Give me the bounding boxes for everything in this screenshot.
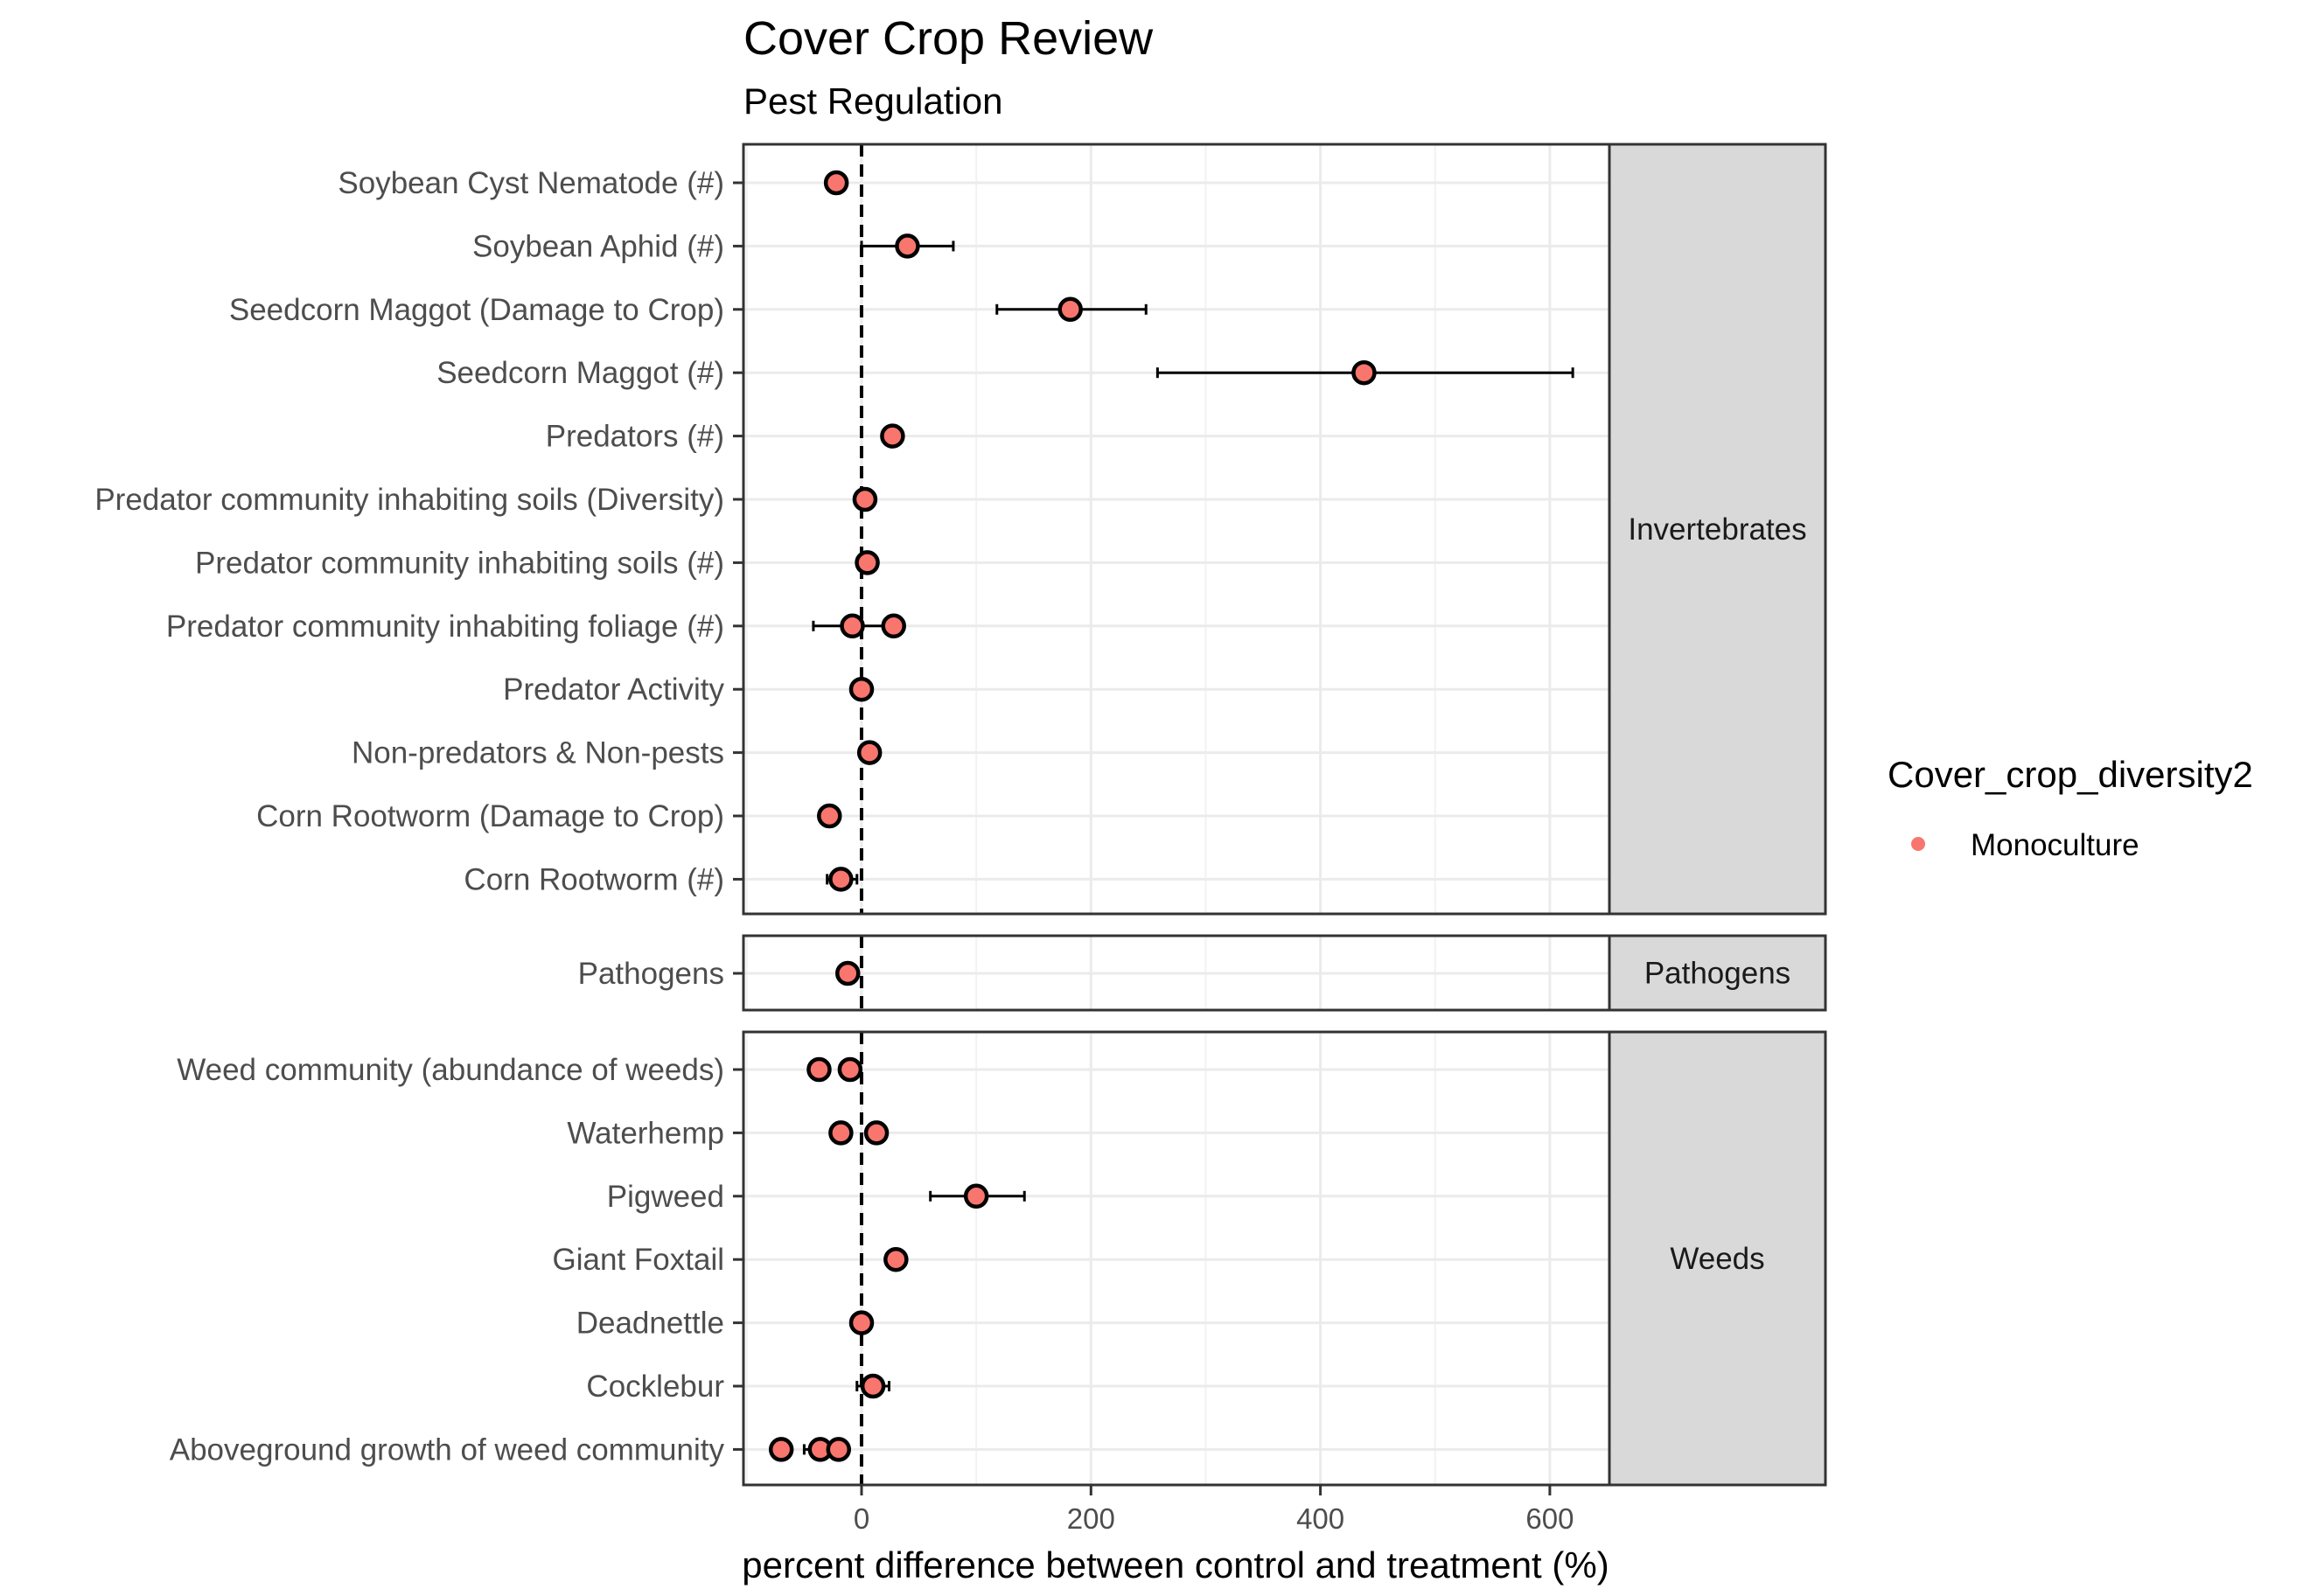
data-point xyxy=(835,960,861,986)
facet-strip xyxy=(1608,934,1827,1012)
data-point xyxy=(837,1056,863,1083)
y-tick-label: Cocklebur xyxy=(586,1369,724,1404)
data-point xyxy=(855,550,880,575)
y-tick-label: Predator community inhabiting soils (Div… xyxy=(94,483,724,517)
data-point xyxy=(806,1056,832,1083)
panels: Soybean Cyst Nematode (#) Soybean Aphid (… xyxy=(94,143,1827,1487)
y-tick-label: Predator community inhabiting soils (#) xyxy=(195,546,724,580)
x-tick-label: 200 xyxy=(1067,1502,1115,1535)
legend-key-monoculture xyxy=(1911,837,1925,851)
x-axis: 0 200 400 600 xyxy=(854,1485,1574,1535)
x-tick-label: 0 xyxy=(854,1502,869,1535)
data-point xyxy=(963,1183,989,1209)
y-tick-label: Predators (#) xyxy=(546,420,724,454)
data-point xyxy=(883,1246,909,1272)
y-tick-label: Corn Rootworm (Damage to Crop) xyxy=(256,799,724,833)
data-point xyxy=(848,676,875,702)
y-tick-label: Giant Foxtail xyxy=(553,1243,724,1277)
data-point xyxy=(856,740,883,765)
y-tick-label: Waterhemp xyxy=(567,1116,724,1150)
y-tick-label: Non-predators & Non-pests xyxy=(352,736,724,770)
data-point xyxy=(895,233,920,259)
panel-background xyxy=(743,144,1609,914)
y-tick-label: Pigweed xyxy=(607,1180,724,1214)
chart-title: Cover Crop Review xyxy=(743,12,1154,65)
data-point xyxy=(840,613,865,639)
facet-strip-label: Invertebrates xyxy=(1628,512,1806,547)
data-point xyxy=(828,1120,854,1146)
y-tick-label: Predator community inhabiting foliage (#… xyxy=(166,610,724,644)
panel-pathogens: Pathogens Pathogens xyxy=(578,934,1827,1012)
y-tick-label: Aboveground growth of weed community xyxy=(170,1432,725,1467)
panel-invertebrates: Soybean Cyst Nematode (#) Soybean Aphid (… xyxy=(94,143,1827,916)
facet-strip xyxy=(1608,1030,1827,1487)
data-point xyxy=(863,1120,890,1146)
y-tick-label: Seedcorn Maggot (Damage to Crop) xyxy=(229,293,724,327)
legend: Cover_crop_diversity2 Monoculture xyxy=(1888,754,2253,862)
panel-weeds: Weed community (abundance of weeds) Water… xyxy=(170,1030,1827,1487)
facet-strip-label: Weeds xyxy=(1670,1242,1764,1276)
y-tick-label: Weed community (abundance of weeds) xyxy=(177,1053,724,1087)
data-point xyxy=(848,1310,875,1335)
legend-label-monoculture: Monoculture xyxy=(1971,828,2139,862)
y-tick-label: Predator Activity xyxy=(503,673,724,707)
y-tick-label: Soybean Cyst Nematode (#) xyxy=(338,166,724,200)
x-tick-label: 600 xyxy=(1525,1502,1574,1535)
facet-strip-label: Pathogens xyxy=(1644,957,1790,991)
data-point xyxy=(817,803,842,829)
y-tick-label: Pathogens xyxy=(578,957,724,991)
data-point xyxy=(826,1437,852,1462)
data-point xyxy=(880,423,905,449)
y-tick-label: Deadnettle xyxy=(576,1307,724,1341)
data-point xyxy=(823,170,849,196)
data-point xyxy=(1351,359,1377,386)
data-point xyxy=(881,613,906,639)
facet-strip xyxy=(1608,143,1827,916)
data-point xyxy=(1057,296,1083,323)
data-point xyxy=(860,1373,886,1399)
data-point xyxy=(828,867,854,892)
chart-subtitle: Pest Regulation xyxy=(743,80,1003,122)
data-point xyxy=(768,1437,794,1462)
y-tick-label: Seedcorn Maggot (#) xyxy=(436,356,724,390)
x-axis-label: percent difference between control and t… xyxy=(742,1544,1609,1586)
data-point xyxy=(852,486,878,512)
legend-title: Cover_crop_diversity2 xyxy=(1888,754,2253,795)
y-tick-label: Corn Rootworm (#) xyxy=(464,862,724,896)
x-tick-label: 400 xyxy=(1296,1502,1344,1535)
y-tick-label: Soybean Aphid (#) xyxy=(472,229,724,263)
